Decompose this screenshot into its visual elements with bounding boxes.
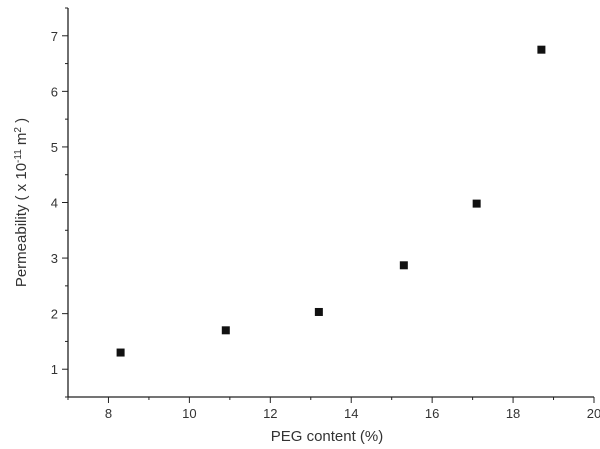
y-ticks: 1 2 3 4 5 6 7	[51, 7, 68, 398]
axes	[67, 8, 594, 398]
y-axis-title-unit-exponent: 2	[13, 127, 24, 133]
data-point	[221, 326, 230, 335]
y-axis-title-exponent: -11	[13, 149, 24, 163]
x-tick-label: 14	[344, 406, 358, 421]
y-tick-label: 6	[51, 84, 58, 99]
x-tick-label: 20	[587, 406, 600, 421]
data-point	[472, 199, 481, 208]
data-point	[399, 261, 408, 270]
y-axis-title: Permeability ( x 10-11 m2 )	[13, 118, 31, 287]
x-tick-label: 16	[425, 406, 439, 421]
y-tick-label: 3	[51, 251, 58, 266]
y-tick-label: 4	[51, 196, 58, 211]
y-tick-label: 1	[51, 362, 58, 377]
data-points	[116, 45, 546, 357]
data-point	[314, 307, 323, 316]
x-axis-title: PEG content (%)	[271, 428, 384, 445]
y-axis-title-suffix: )	[13, 118, 30, 127]
y-tick-label: 7	[51, 29, 58, 44]
y-axis-title-unit: m	[13, 133, 30, 150]
y-axis-title-prefix: Permeability ( x 10	[13, 163, 30, 287]
x-tick-label: 18	[506, 406, 520, 421]
data-point	[537, 45, 546, 54]
x-tick-label: 10	[182, 406, 196, 421]
x-tick-label: 8	[105, 406, 112, 421]
y-tick-label: 2	[51, 307, 58, 322]
x-ticks: 8 10 12 14 16 18 20	[67, 397, 600, 421]
data-point	[116, 348, 125, 357]
y-tick-label: 5	[51, 140, 58, 155]
x-tick-label: 12	[263, 406, 277, 421]
